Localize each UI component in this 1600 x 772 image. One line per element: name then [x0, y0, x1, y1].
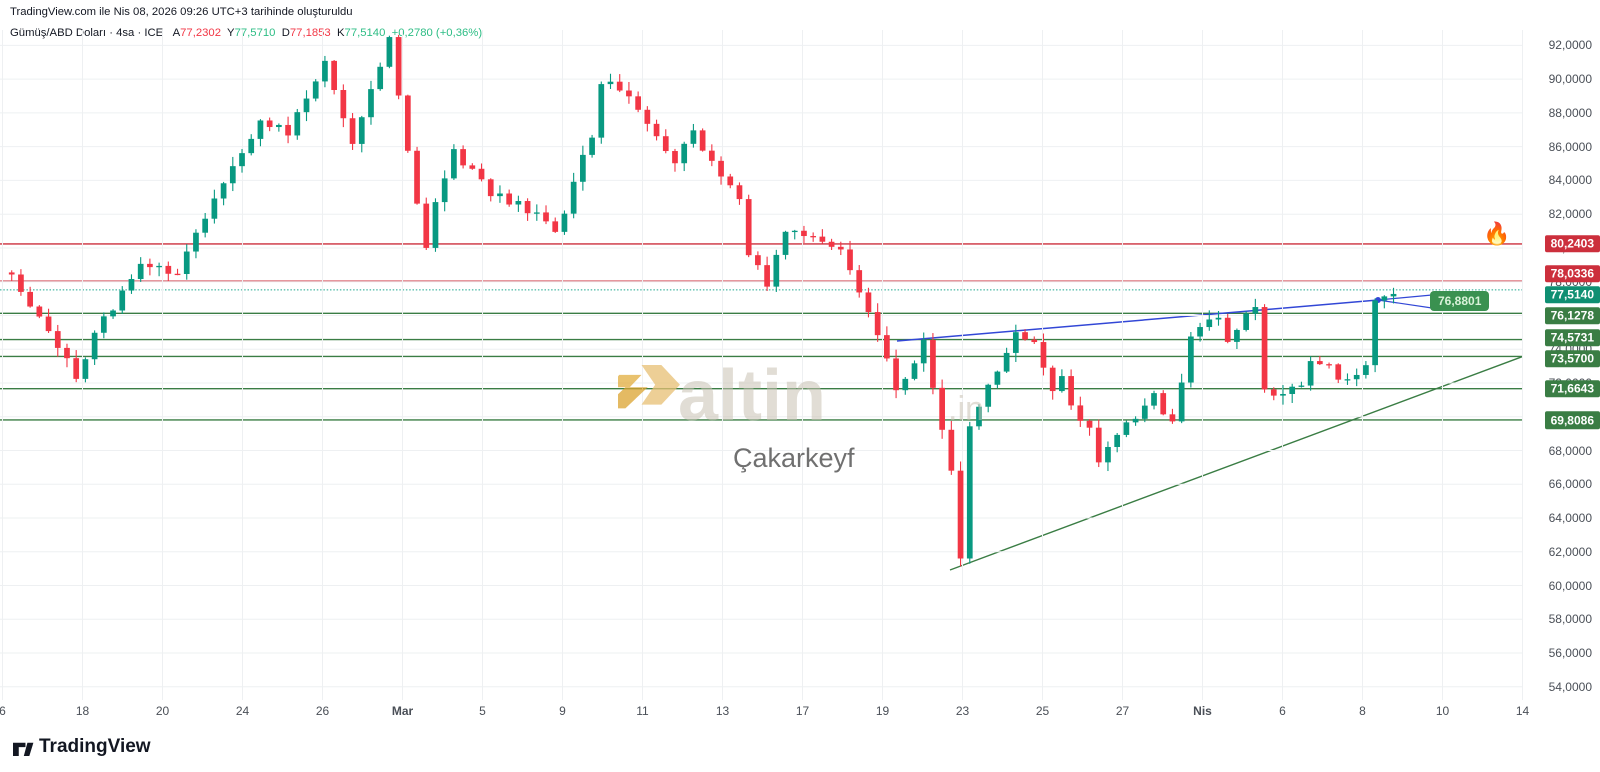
svg-text:altin: altin — [678, 356, 826, 435]
svg-text:.in: .in — [948, 390, 984, 428]
